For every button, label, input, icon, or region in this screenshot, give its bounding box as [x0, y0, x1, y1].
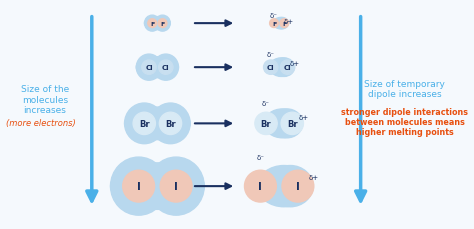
Text: Br: Br [165, 119, 176, 128]
Text: I: I [137, 181, 141, 191]
Circle shape [245, 170, 276, 202]
Ellipse shape [273, 18, 288, 30]
Text: stronger dipole interactions: stronger dipole interactions [341, 107, 468, 116]
Circle shape [160, 170, 192, 202]
Text: dipole increases: dipole increases [368, 90, 441, 98]
Text: Br: Br [287, 119, 298, 128]
Text: δ+: δ+ [283, 19, 294, 25]
Ellipse shape [125, 108, 190, 140]
Ellipse shape [271, 61, 279, 75]
Ellipse shape [145, 18, 170, 30]
Ellipse shape [257, 166, 310, 207]
Text: F: F [160, 22, 164, 27]
Ellipse shape [276, 18, 288, 30]
Text: F: F [150, 22, 155, 27]
Circle shape [255, 113, 277, 135]
Text: Cl: Cl [145, 65, 153, 71]
Ellipse shape [266, 113, 279, 134]
Circle shape [270, 20, 278, 28]
Circle shape [133, 113, 155, 135]
Text: Cl: Cl [162, 65, 170, 71]
Ellipse shape [137, 57, 178, 78]
Circle shape [280, 20, 289, 28]
Text: I: I [258, 181, 262, 191]
Text: δ⁻: δ⁻ [270, 13, 278, 19]
Text: between molecules means: between molecules means [345, 117, 465, 126]
Ellipse shape [110, 163, 204, 210]
Text: Cl: Cl [267, 65, 274, 71]
Circle shape [148, 20, 156, 28]
Text: F: F [282, 22, 286, 27]
Circle shape [159, 113, 182, 135]
Circle shape [123, 170, 155, 202]
Ellipse shape [125, 104, 164, 144]
Text: I: I [296, 181, 300, 191]
Ellipse shape [264, 109, 301, 138]
Circle shape [282, 170, 314, 202]
Text: F: F [272, 22, 276, 27]
Circle shape [142, 61, 156, 75]
Ellipse shape [155, 16, 170, 32]
Text: δ⁻: δ⁻ [267, 52, 275, 58]
Circle shape [264, 61, 278, 75]
Text: increases: increases [24, 105, 66, 114]
Ellipse shape [260, 171, 279, 201]
Ellipse shape [274, 20, 279, 28]
Ellipse shape [145, 16, 160, 32]
Text: Cl: Cl [284, 65, 292, 71]
Text: δ+: δ+ [298, 114, 309, 120]
Text: δ+: δ+ [309, 174, 319, 180]
Text: molecules: molecules [22, 95, 68, 104]
Text: δ⁻: δ⁻ [262, 101, 270, 106]
Circle shape [158, 20, 167, 28]
Text: (more electrons): (more electrons) [6, 118, 76, 127]
Ellipse shape [137, 55, 162, 81]
Text: higher melting points: higher melting points [356, 128, 454, 137]
Ellipse shape [271, 109, 303, 138]
Circle shape [281, 61, 295, 75]
Ellipse shape [148, 157, 204, 215]
Ellipse shape [110, 157, 167, 215]
Text: δ+: δ+ [290, 61, 300, 67]
Text: Size of temporary: Size of temporary [364, 79, 445, 88]
Ellipse shape [269, 59, 293, 77]
Circle shape [281, 113, 303, 135]
Text: I: I [174, 181, 178, 191]
Text: Size of the: Size of the [21, 85, 69, 94]
Circle shape [159, 61, 173, 75]
Text: Br: Br [139, 119, 150, 128]
Ellipse shape [153, 55, 178, 81]
Ellipse shape [268, 166, 313, 207]
Text: δ⁻: δ⁻ [256, 154, 264, 160]
Text: Br: Br [261, 119, 271, 128]
Ellipse shape [274, 59, 294, 77]
Ellipse shape [151, 104, 190, 144]
